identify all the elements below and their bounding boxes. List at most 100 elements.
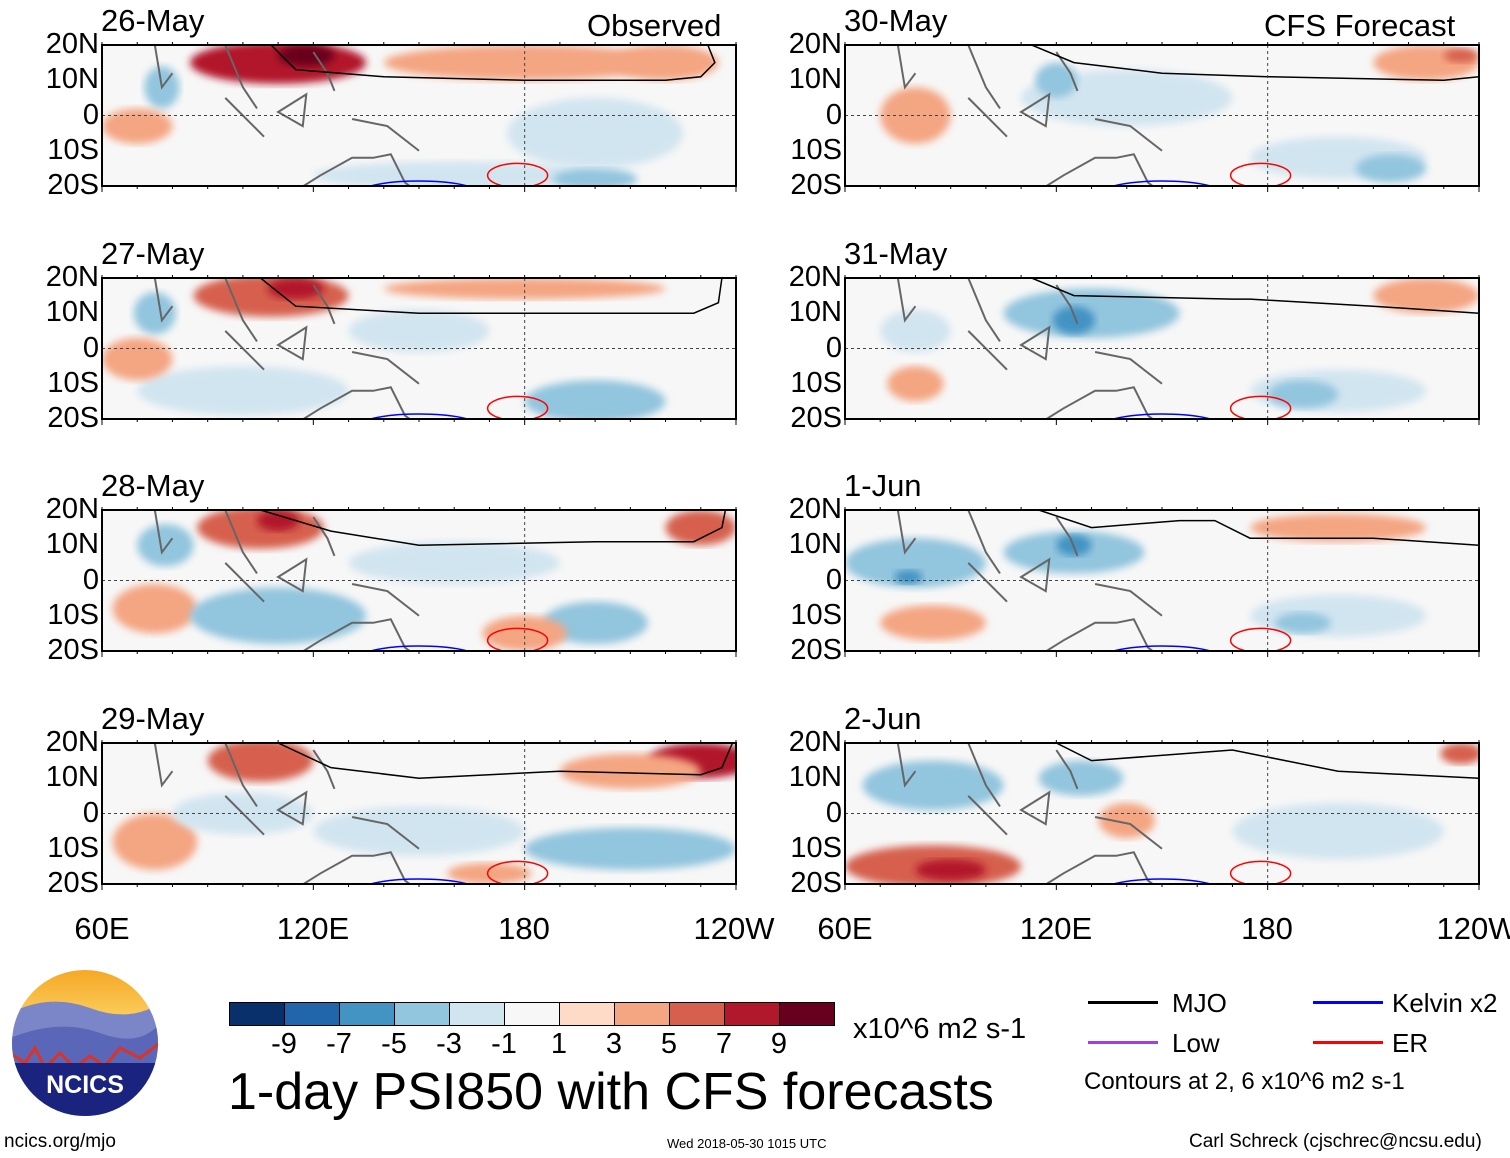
mjo-contour: [270, 45, 716, 81]
lon-label-left-60e: 60E: [74, 911, 130, 946]
anomaly-region: [482, 615, 567, 651]
anomaly-region: [915, 859, 986, 881]
anomaly-region: [524, 827, 736, 870]
anomaly-region: [1440, 743, 1479, 765]
lat-label: 10N: [45, 761, 99, 794]
logo-text: NCICS: [46, 1071, 124, 1099]
coastline: [153, 743, 420, 884]
anomaly-region: [1038, 760, 1124, 796]
anomaly-region: [612, 45, 719, 81]
mjo-contour: [1055, 743, 1479, 779]
map-panel: [844, 275, 1480, 425]
coastline: [896, 743, 1163, 884]
map-panel: [844, 42, 1480, 192]
lat-label: 0: [82, 331, 99, 364]
colorbar-swatch: [504, 1002, 560, 1026]
map-panel: [101, 275, 737, 425]
colorbar-swatch: [559, 1002, 615, 1026]
lat-label: 20S: [790, 402, 842, 434]
panel-date-label: 26-May: [101, 3, 205, 38]
mjo-contour: [260, 278, 723, 314]
anomaly-region: [1098, 802, 1155, 839]
forecast-header: CFS Forecast: [1264, 8, 1456, 43]
legend-er-line: [1313, 1041, 1383, 1044]
lat-label: 0: [825, 563, 842, 596]
lat-label: 10S: [790, 598, 842, 631]
colorbar-swatch: [339, 1002, 395, 1026]
lat-label: 10S: [790, 133, 842, 166]
map-panel: [844, 740, 1480, 890]
anomaly-region: [383, 278, 666, 300]
colorbar-label: -1: [491, 1028, 517, 1060]
lat-label: 20S: [790, 169, 842, 201]
kelvin-contour: [367, 645, 471, 651]
anomaly-region: [348, 309, 490, 353]
lon-label-right-120e: 120E: [1019, 911, 1093, 946]
colorbar-label: -5: [381, 1028, 407, 1060]
colorbar-label: 3: [605, 1028, 623, 1060]
lat-label: 0: [825, 331, 842, 364]
er-contour: [1229, 395, 1292, 419]
anomaly-region: [267, 278, 324, 300]
anomaly-region: [278, 45, 335, 67]
panel-date-label: 2-Jun: [844, 701, 922, 736]
anomaly-region: [190, 45, 367, 84]
anomaly-region: [112, 584, 198, 634]
colorbar-swatch: [449, 1002, 505, 1026]
lat-label: 20N: [45, 261, 99, 293]
er-contour: [486, 162, 549, 186]
lat-label: 0: [825, 796, 842, 829]
anomaly-region: [447, 862, 532, 884]
lat-label: 10S: [47, 366, 99, 399]
lat-label: 20S: [47, 634, 99, 666]
lat-label: 20N: [45, 28, 99, 60]
anomaly-region: [313, 806, 525, 856]
lat-label: 10N: [788, 63, 842, 96]
colorbar-swatch: [724, 1002, 780, 1026]
anomaly-region: [552, 168, 638, 186]
colorbar-label: 9: [770, 1028, 788, 1060]
anomaly-region: [193, 278, 349, 317]
anomaly-region: [845, 538, 986, 588]
anomaly-region: [1355, 154, 1427, 183]
mjo-contour: [260, 510, 727, 547]
anomaly-region: [887, 366, 944, 402]
lat-label: 20S: [47, 867, 99, 899]
kelvin-contour: [1110, 180, 1214, 186]
colorbar-label: -7: [326, 1028, 352, 1060]
anomaly-region: [894, 569, 923, 585]
footer-timestamp: Wed 2018-05-30 1015 UTC: [667, 1136, 827, 1151]
lon-label-left-120w: 120W: [693, 911, 775, 946]
anomaly-region: [190, 587, 367, 644]
map-panel: [101, 507, 737, 657]
lat-label: 10N: [788, 761, 842, 794]
map-panel: [101, 42, 737, 192]
anomaly-region: [1274, 612, 1332, 634]
coastline: [153, 278, 420, 419]
lat-label: 10N: [788, 296, 842, 329]
anomaly-region: [1267, 380, 1339, 409]
lat-label: 10N: [45, 296, 99, 329]
lat-label: 20N: [45, 726, 99, 758]
coastline: [153, 510, 420, 651]
er-contour: [486, 395, 549, 419]
anomaly-region: [524, 380, 666, 419]
footer-url[interactable]: ncics.org/mjo: [4, 1131, 116, 1152]
lat-label: 0: [82, 796, 99, 829]
lat-label: 20N: [788, 28, 842, 60]
footer-credit: Carl Schreck (cjschrec@ncsu.edu): [1189, 1131, 1482, 1152]
anomaly-region: [137, 366, 349, 416]
kelvin-contour: [367, 180, 471, 186]
legend-kelvin-line: [1313, 1001, 1383, 1004]
legend-mjo-label: MJO: [1172, 988, 1227, 1018]
lat-label: 20S: [790, 634, 842, 666]
anomaly-region: [507, 97, 684, 169]
anomaly-region: [348, 541, 560, 585]
colorbar-swatch: [284, 1002, 340, 1026]
lat-label: 20N: [788, 261, 842, 293]
lat-label: 10S: [790, 831, 842, 864]
legend-kelvin-label: Kelvin x2: [1392, 988, 1498, 1018]
kelvin-contour: [1110, 413, 1214, 419]
lat-label: 10S: [790, 366, 842, 399]
kelvin-contour: [1110, 878, 1214, 884]
